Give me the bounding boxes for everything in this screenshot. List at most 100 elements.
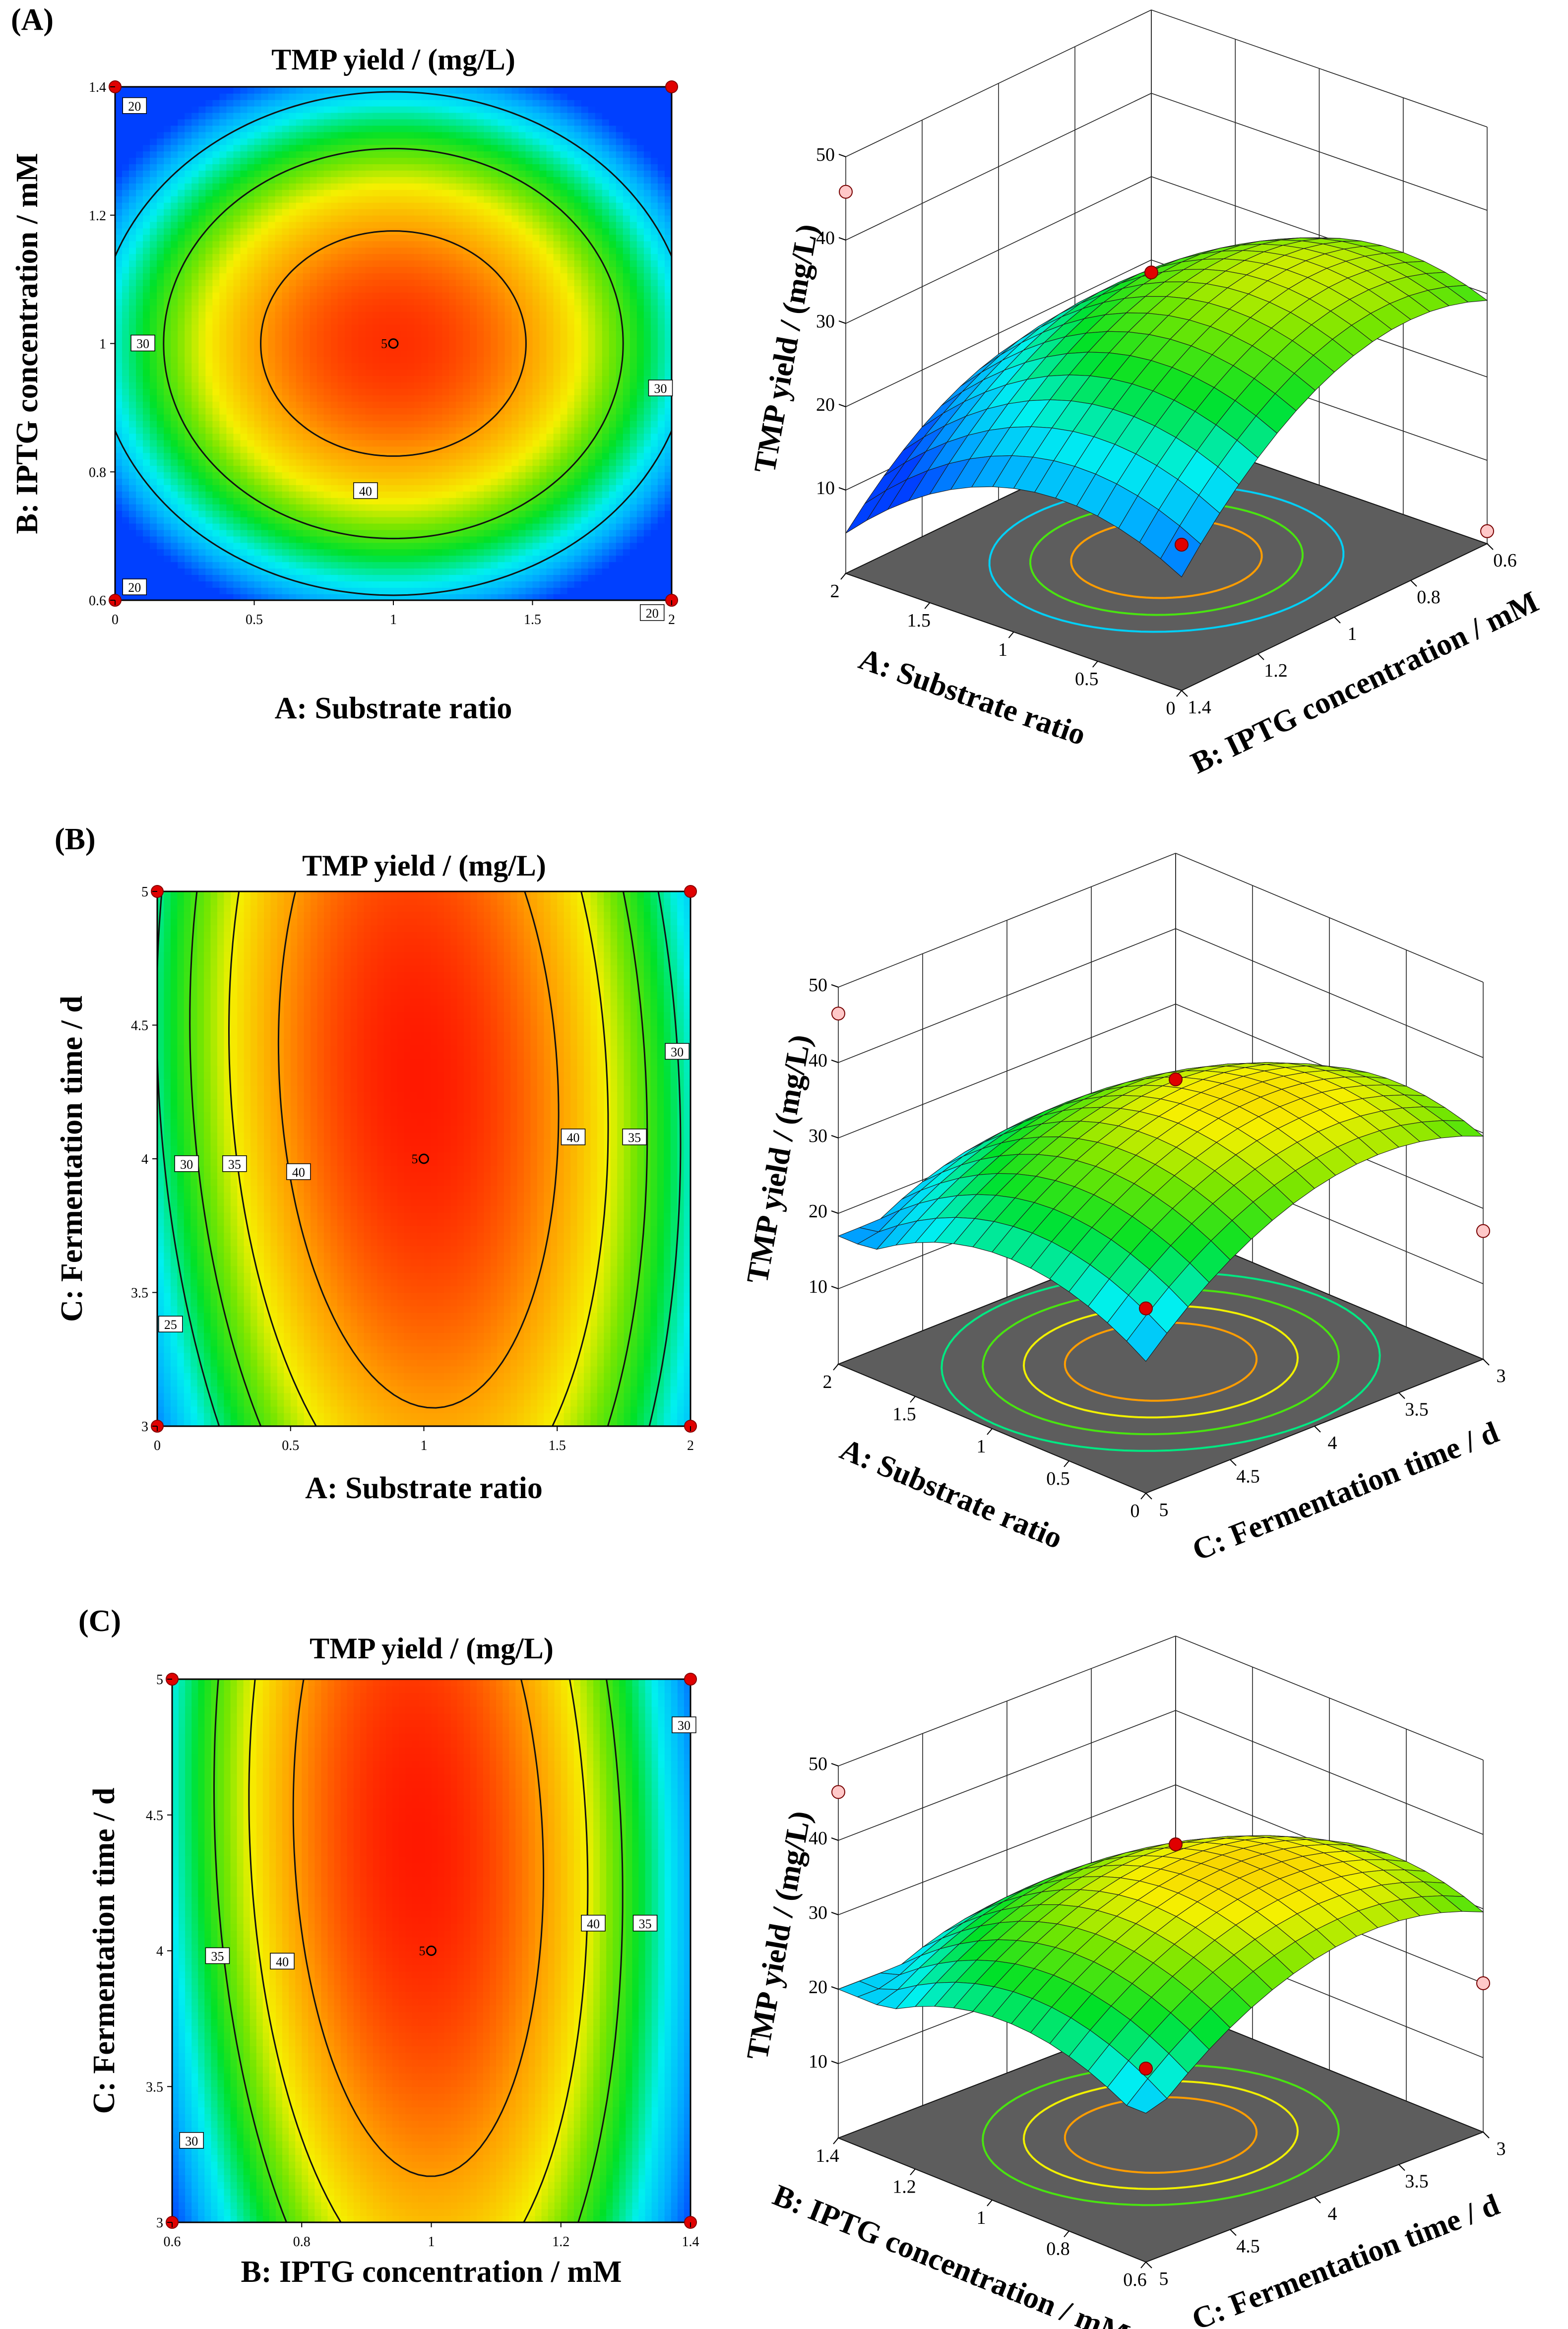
contour-cell: [414, 542, 422, 550]
contour-cell: [456, 317, 464, 325]
contour-cell: [289, 241, 297, 248]
contour-cell: [337, 112, 345, 120]
contour-cell: [289, 587, 297, 594]
contour-cell: [157, 330, 164, 338]
contour-cell: [282, 151, 290, 158]
contour-cell: [191, 491, 199, 498]
contour-cell: [414, 446, 422, 453]
contour-cell: [115, 452, 123, 460]
contour-cell: [532, 395, 540, 402]
contour-cell: [386, 260, 394, 267]
contour-cell: [504, 343, 512, 351]
contour-cell: [428, 568, 436, 575]
contour-cell: [484, 568, 492, 575]
contour-cell: [289, 407, 297, 415]
contour-cell: [240, 407, 248, 415]
contour-cell: [254, 234, 262, 242]
contour-cell: [456, 504, 464, 511]
contour-cell: [178, 529, 186, 537]
contour-cell: [289, 311, 297, 318]
contour-cell: [351, 472, 359, 479]
contour-cell: [525, 427, 533, 434]
contour-cell: [198, 395, 206, 402]
contour-cell: [226, 356, 234, 364]
contour-cell: [435, 407, 442, 415]
contour-cell: [275, 363, 283, 370]
contour-cell: [122, 523, 129, 530]
contour-cell: [275, 407, 283, 415]
contour-cell: [351, 144, 359, 152]
contour-cell: [386, 266, 394, 273]
contour-cell: [414, 279, 422, 286]
contour-cell: [115, 253, 123, 261]
contour-cell: [386, 529, 394, 537]
contour-cell: [164, 555, 172, 563]
contour-cell: [470, 414, 478, 421]
contour-cell: [268, 555, 276, 563]
contour-cell: [282, 125, 290, 132]
contour-cell: [115, 279, 123, 286]
contour-cell: [122, 388, 129, 395]
contour-cell: [400, 440, 408, 447]
contour-cell: [407, 93, 415, 100]
contour-cell: [407, 305, 415, 312]
contour-cell: [150, 99, 157, 107]
contour-cell: [219, 119, 227, 126]
contour-cell: [511, 414, 519, 421]
contour-cell: [386, 202, 394, 209]
contour-cell: [456, 433, 464, 441]
contour-cell: [316, 208, 324, 216]
contour-cell: [491, 376, 499, 382]
contour-cell: [289, 452, 297, 460]
contour-cell: [546, 414, 554, 421]
contour-cell: [282, 414, 290, 421]
contour-cell: [296, 221, 304, 229]
contour-cell: [247, 568, 255, 575]
contour-cell: [372, 587, 380, 594]
contour-cell: [351, 330, 359, 338]
contour-cell: [365, 363, 373, 370]
contour-cell: [463, 330, 471, 338]
contour-cell: [344, 574, 352, 581]
contour-cell: [470, 542, 478, 550]
contour-cell: [212, 228, 220, 235]
contour-cell: [525, 286, 533, 293]
contour-cell: [351, 112, 359, 120]
contour-cell: [525, 555, 533, 563]
contour-cell: [393, 311, 401, 318]
contour-cell: [491, 151, 499, 158]
contour-cell: [456, 472, 464, 479]
contour-cell: [275, 562, 283, 569]
contour-cell: [428, 427, 436, 434]
contour-cell: [316, 125, 324, 132]
contour-cell: [421, 292, 429, 299]
contour-cell: [247, 498, 255, 504]
contour-cell: [337, 228, 345, 235]
contour-cell: [129, 414, 136, 421]
contour-cell: [268, 446, 276, 453]
contour-cell: [261, 465, 269, 473]
contour-cell: [407, 498, 415, 504]
contour-cell: [212, 273, 220, 280]
contour-cell: [330, 504, 338, 511]
contour-cell: [504, 157, 512, 165]
contour-cell: [178, 93, 186, 100]
contour-cell: [504, 568, 512, 575]
contour-cell: [198, 311, 206, 318]
contour-cell: [525, 234, 533, 242]
contour-cell: [240, 253, 248, 261]
contour-cell: [205, 376, 213, 382]
contour-cell: [539, 183, 547, 190]
contour-cell: [344, 125, 352, 132]
contour-cell: [115, 472, 123, 479]
contour-cell: [463, 536, 471, 543]
contour-cell: [198, 112, 206, 120]
contour-cell: [379, 260, 387, 267]
contour-cell: [115, 568, 123, 575]
contour-cell: [379, 516, 387, 524]
contour-cell: [435, 350, 442, 357]
contour-cell: [316, 356, 324, 364]
contour-cell: [532, 202, 540, 209]
contour-cell: [407, 516, 415, 524]
contour-cell: [212, 125, 220, 132]
